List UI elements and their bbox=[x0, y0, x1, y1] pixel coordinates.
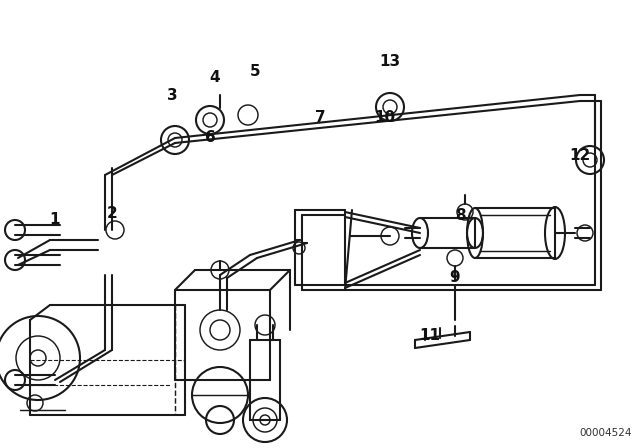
Text: 6: 6 bbox=[205, 130, 216, 146]
Text: 5: 5 bbox=[250, 65, 260, 79]
Text: 13: 13 bbox=[380, 55, 401, 69]
Text: 12: 12 bbox=[570, 147, 591, 163]
Text: 8: 8 bbox=[454, 207, 465, 223]
Text: 10: 10 bbox=[374, 111, 396, 125]
Text: 1: 1 bbox=[50, 212, 60, 228]
Text: 4: 4 bbox=[210, 70, 220, 86]
Text: 3: 3 bbox=[166, 87, 177, 103]
Text: 9: 9 bbox=[450, 271, 460, 285]
Text: 11: 11 bbox=[419, 327, 440, 343]
Text: 7: 7 bbox=[315, 111, 325, 125]
Text: 00004524: 00004524 bbox=[579, 428, 632, 438]
Text: 2: 2 bbox=[107, 207, 117, 221]
